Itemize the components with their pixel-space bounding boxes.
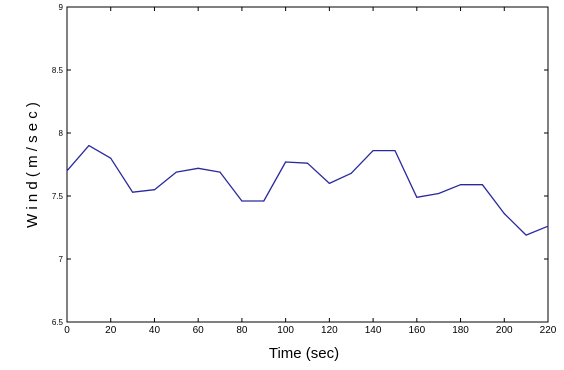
y-tick-label: 6.5 (52, 318, 64, 327)
data-point (394, 150, 396, 152)
y-tick-label: 8.5 (52, 66, 64, 75)
tick-layer: 0 20 40 60 80 100 120 140 160 180 200 220 6.5 7 7.5 8 8.… (52, 3, 557, 336)
data-point (350, 172, 352, 174)
data-point (416, 196, 418, 198)
x-tick-label: 60 (193, 325, 205, 336)
x-tick-label: 200 (496, 325, 513, 336)
data-point (263, 200, 265, 202)
series-line (66, 144, 549, 236)
data-point (131, 191, 134, 193)
data-point (547, 225, 549, 227)
data-point (525, 234, 527, 236)
x-tick-label: 140 (365, 325, 382, 336)
y-tick-label: 7 (59, 255, 64, 264)
data-point (241, 200, 243, 202)
data-point (503, 213, 505, 215)
x-tick-label: 0 (64, 325, 70, 336)
data-point (88, 145, 90, 147)
data-point (197, 167, 199, 169)
data-point (175, 171, 177, 173)
plot-area (66, 6, 549, 323)
x-axis-title: Time (sec) (269, 345, 339, 362)
x-tick-label: 100 (277, 325, 294, 336)
x-tick-label: 20 (105, 325, 117, 336)
data-point (481, 184, 484, 186)
data-point (219, 171, 221, 173)
x-tick-label: 180 (452, 325, 469, 336)
y-axis-title: W i n d ( m / s e c ) (24, 102, 41, 228)
x-tick-label: 160 (408, 325, 425, 336)
x-tick-label: 80 (236, 325, 248, 336)
data-point (306, 162, 309, 164)
data-point (372, 150, 374, 152)
data-point (153, 189, 156, 191)
data-point (459, 184, 462, 186)
y-tick-label: 7.5 (52, 192, 64, 201)
data-point (66, 170, 68, 172)
data-point (438, 192, 440, 195)
y-tick-label: 9 (59, 3, 64, 12)
x-tick-label: 40 (149, 325, 161, 336)
data-point (110, 157, 112, 159)
y-tick-label: 8 (59, 129, 64, 138)
series-layer (66, 144, 549, 236)
data-point (285, 161, 287, 163)
data-point (328, 182, 330, 184)
x-tick-label: 220 (540, 325, 557, 336)
x-tick-label: 120 (321, 325, 338, 336)
plot-frame (66, 6, 549, 323)
